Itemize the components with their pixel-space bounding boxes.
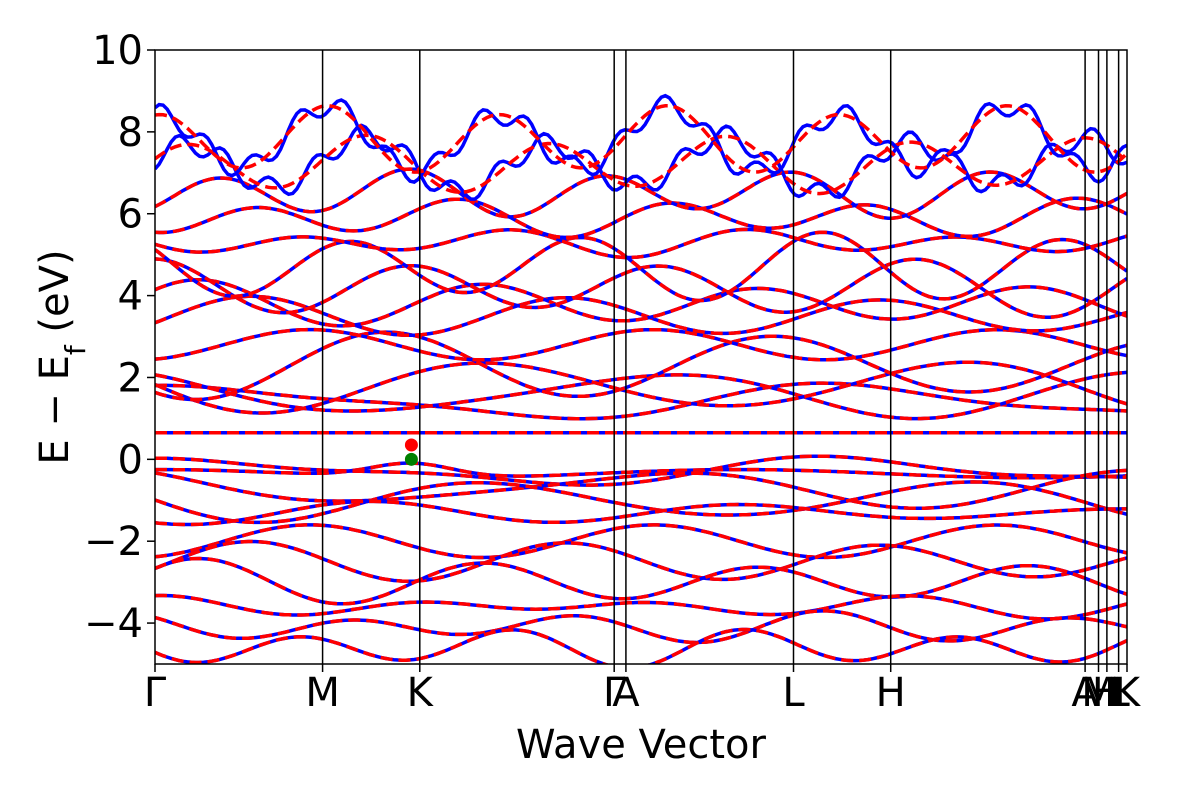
band-line-dashed bbox=[155, 133, 1127, 196]
x-tick-label: A bbox=[1071, 670, 1099, 716]
x-tick-label: Γ bbox=[144, 670, 167, 716]
y-tick-label: 2 bbox=[118, 355, 143, 401]
y-tick-label: 8 bbox=[118, 110, 143, 156]
x-tick-label: L bbox=[782, 670, 805, 716]
x-tick-label: L bbox=[1107, 670, 1130, 716]
y-axis-title-main: E − E bbox=[32, 355, 78, 465]
x-tick-label: K bbox=[407, 670, 435, 716]
y-tick-label: −4 bbox=[84, 601, 143, 647]
band-line-dashed bbox=[155, 278, 1127, 328]
band-line-dashed bbox=[155, 454, 1127, 487]
band-line-dashed bbox=[155, 227, 1127, 260]
band-line-solid bbox=[155, 330, 1127, 402]
band-line-solid bbox=[155, 523, 1127, 560]
band-line-dashed bbox=[155, 480, 1127, 525]
x-axis-title: Wave Vector bbox=[516, 722, 767, 768]
y-tick-label: 0 bbox=[118, 437, 143, 483]
y-tick-label: 10 bbox=[92, 28, 143, 74]
band-line-dashed bbox=[155, 196, 1127, 240]
band-line-dashed bbox=[155, 381, 1127, 421]
band-line-dashed bbox=[155, 468, 1127, 511]
y-axis-title-subscript: f bbox=[59, 344, 92, 355]
band-line-dashed bbox=[155, 593, 1127, 621]
x-tick-label: Γ bbox=[603, 670, 626, 716]
high-symmetry-lines bbox=[321, 50, 1120, 664]
x-tick-label: A bbox=[612, 670, 640, 716]
band-line-dashed bbox=[155, 609, 1127, 645]
band-line-dashed bbox=[155, 360, 1127, 415]
x-tick-label: M bbox=[305, 670, 340, 716]
band-line-solid bbox=[155, 327, 1127, 362]
y-axis-ticks: −4 −2 0 2 4 6 8 10 bbox=[84, 28, 155, 647]
band-line-solid bbox=[155, 123, 1127, 201]
band-line-dashed bbox=[155, 499, 1127, 527]
band-line-dashed bbox=[155, 330, 1127, 402]
band-line-dashed bbox=[155, 104, 1127, 174]
y-tick-label: 6 bbox=[118, 192, 143, 238]
band-line-dashed bbox=[155, 370, 1127, 421]
extrema-markers bbox=[404, 438, 418, 466]
band-line-dashed bbox=[155, 539, 1127, 584]
extremum-marker bbox=[404, 438, 418, 452]
plot-frame bbox=[154, 49, 1128, 665]
y-tick-label: 4 bbox=[118, 274, 143, 320]
x-tick-label: K bbox=[1114, 670, 1142, 716]
x-tick-label: M bbox=[1081, 670, 1116, 716]
band-line-solid bbox=[155, 93, 1127, 184]
extremum-marker bbox=[404, 452, 418, 466]
y-tick-label: −2 bbox=[84, 519, 143, 565]
band-lines bbox=[155, 93, 1127, 664]
band-line-dashed bbox=[155, 294, 1127, 338]
band-line-dashed bbox=[155, 627, 1127, 664]
y-axis-title-unit: (eV) bbox=[32, 249, 78, 345]
band-line-dashed bbox=[155, 461, 1127, 480]
band-line-dashed bbox=[155, 556, 1127, 606]
band-line-dashed bbox=[155, 523, 1127, 560]
y-axis-title: E − Ef (eV) bbox=[32, 249, 92, 464]
x-tick-label: H bbox=[1092, 670, 1122, 716]
x-tick-label: H bbox=[876, 670, 906, 716]
band-line-dashed bbox=[155, 327, 1127, 362]
band-line-dashed bbox=[155, 230, 1127, 303]
band-line-solid bbox=[155, 360, 1127, 415]
